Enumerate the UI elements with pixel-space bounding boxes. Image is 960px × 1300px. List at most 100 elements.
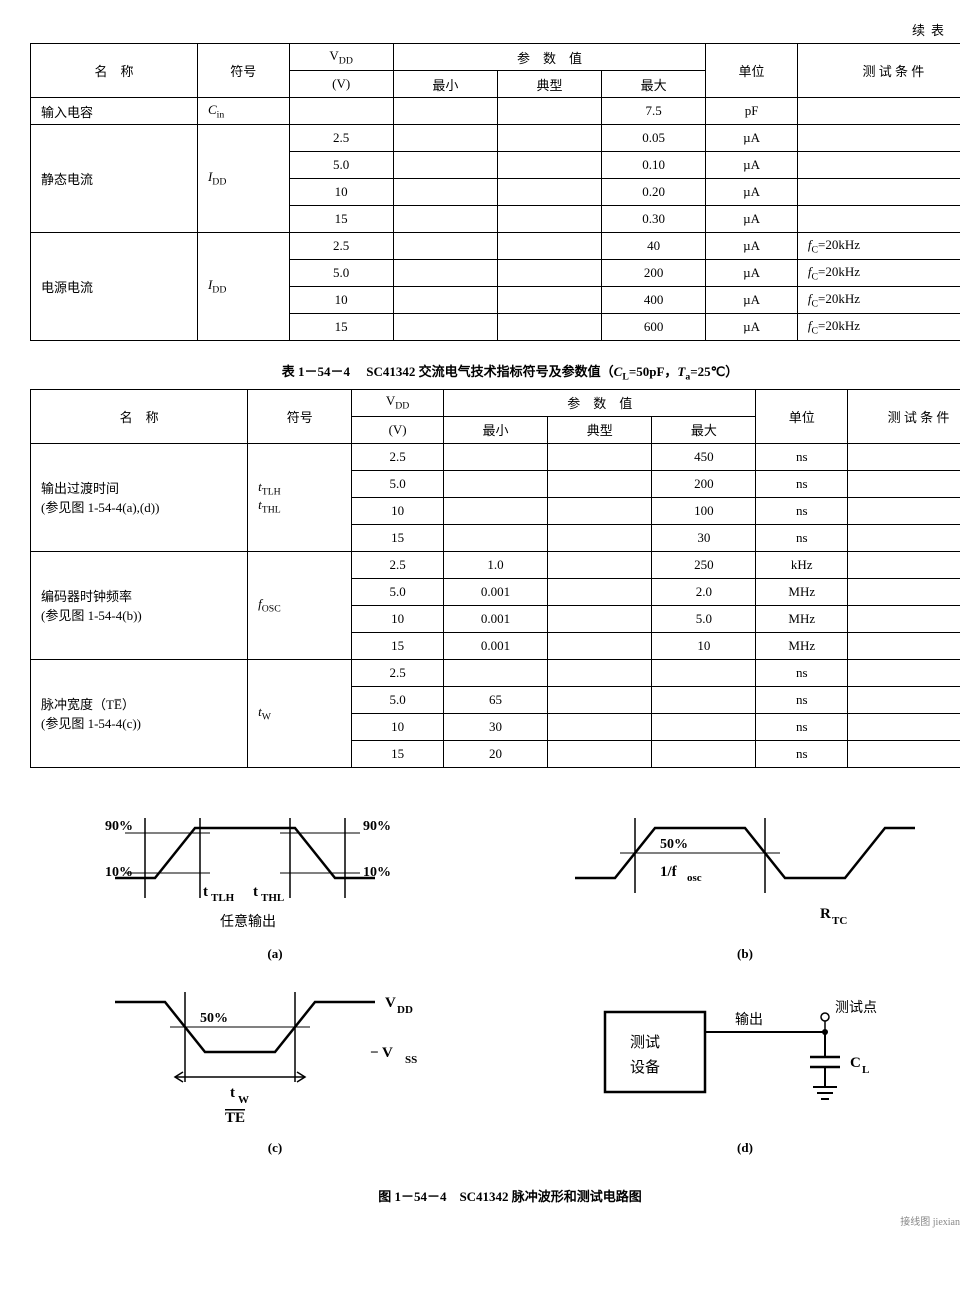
cell [848, 443, 960, 470]
cell [497, 206, 601, 233]
continued-label: 续表 [30, 20, 960, 39]
cell [797, 152, 960, 179]
cell: 5.0 [352, 686, 444, 713]
cell [548, 686, 652, 713]
cell: 0.20 [602, 179, 706, 206]
cell: 0.30 [602, 206, 706, 233]
col-param: 参 数 值 [443, 389, 756, 416]
cell: 电源电流 [31, 233, 198, 341]
cell [848, 713, 960, 740]
cell: 200 [652, 470, 756, 497]
cell [548, 443, 652, 470]
svg-text:R: R [820, 906, 831, 922]
cell: 0.001 [443, 605, 547, 632]
diagram-c: 50% VDD − VSS tW TE (c) [60, 972, 490, 1156]
cell [548, 551, 652, 578]
cell [797, 206, 960, 233]
col-vdd: VDD [352, 389, 444, 416]
svg-text:1/f: 1/f [660, 864, 678, 880]
cell [548, 659, 652, 686]
svg-text:osc: osc [687, 872, 702, 884]
cell: tW [248, 659, 352, 767]
cell [652, 659, 756, 686]
col-vdd: VDD [289, 44, 393, 71]
cell [443, 659, 547, 686]
svg-text:W: W [238, 1094, 249, 1106]
cell: 15 [352, 632, 444, 659]
svg-text:t: t [203, 884, 208, 900]
cell: 输入电容 [31, 98, 198, 125]
cell: 15 [352, 740, 444, 767]
cell: 输出过渡时间(参见图 1-54-4(a),(d)) [31, 443, 248, 551]
cell: 0.10 [602, 152, 706, 179]
cell: IDD [197, 233, 289, 341]
cell: ns [756, 713, 848, 740]
cell [443, 470, 547, 497]
cell [848, 497, 960, 524]
cell: fC=20kHz [797, 314, 960, 341]
svg-text:90%: 90% [363, 819, 391, 834]
cell: µA [706, 287, 798, 314]
cell: 2.5 [289, 233, 393, 260]
cell [548, 470, 652, 497]
cell: µA [706, 125, 798, 152]
cell: 10 [289, 179, 393, 206]
cell: 40 [602, 233, 706, 260]
cell: 2.5 [352, 551, 444, 578]
cell: 脉冲宽度（TE̅）(参见图 1-54-4(c)) [31, 659, 248, 767]
table2-title: 表 1－54－4 SC41342 交流电气技术指标符号及参数值（CL=50pF，… [30, 361, 960, 383]
cell: 200 [602, 260, 706, 287]
cell [497, 125, 601, 152]
figure-caption: 图 1－54－4 SC41342 脉冲波形和测试电路图 [30, 1186, 960, 1205]
cell [548, 524, 652, 551]
col-max: 最大 [652, 416, 756, 443]
cell: 250 [652, 551, 756, 578]
cell: 5.0 [352, 578, 444, 605]
cell [848, 686, 960, 713]
cell: 5.0 [289, 152, 393, 179]
cell [848, 632, 960, 659]
col-cond: 测 试 条 件 [848, 389, 960, 443]
cell: tTLHtTHL [248, 443, 352, 551]
svg-text:TC: TC [832, 915, 847, 927]
cell: 100 [652, 497, 756, 524]
cell: 20 [443, 740, 547, 767]
cell: 30 [652, 524, 756, 551]
waveform-c-icon: 50% VDD − VSS tW TE [95, 972, 455, 1132]
cell: µA [706, 206, 798, 233]
cell: kHz [756, 551, 848, 578]
cell: µA [706, 314, 798, 341]
cell: 10 [352, 497, 444, 524]
cell [393, 206, 497, 233]
cell [393, 125, 497, 152]
cell: ns [756, 497, 848, 524]
col-typ: 典型 [548, 416, 652, 443]
cell: fOSC [248, 551, 352, 659]
cell [393, 287, 497, 314]
cell: fC=20kHz [797, 233, 960, 260]
col-unit: 单位 [706, 44, 798, 98]
cell [548, 713, 652, 740]
cell: 2.0 [652, 578, 756, 605]
cell [797, 125, 960, 152]
col-name: 名 称 [31, 389, 248, 443]
table-row: 输出过渡时间(参见图 1-54-4(a),(d)) tTLHtTHL 2.545… [31, 443, 960, 470]
svg-text:10%: 10% [105, 865, 133, 880]
cell [548, 605, 652, 632]
col-min: 最小 [393, 71, 497, 98]
col-cond: 测 试 条 件 [797, 44, 960, 98]
title-text: SC41342 交流电气技术指标符号及参数值（CL=50pF，Ta=25℃） [366, 364, 738, 379]
table-row: 电源电流 IDD 2.5 40 µA fC=20kHz [31, 233, 960, 260]
waveform-b-icon: 50% 1/fosc RTC [565, 798, 925, 938]
cell: 2.5 [352, 659, 444, 686]
col-symbol: 符号 [197, 44, 289, 98]
title-prefix: 表 1－54－4 [282, 364, 350, 379]
cell [548, 497, 652, 524]
diagram-d: 测试 设备 输出 测试点 CL (d) [530, 972, 960, 1156]
col-param: 参 数 值 [393, 44, 706, 71]
cell [443, 497, 547, 524]
diagram-grid: 90% 10% 90% 10% tTLH tTHL 任意输出 (a) 50% 1… [30, 788, 960, 1166]
cell [652, 713, 756, 740]
circuit-d-icon: 测试 设备 输出 测试点 CL [565, 972, 925, 1132]
cell [393, 314, 497, 341]
